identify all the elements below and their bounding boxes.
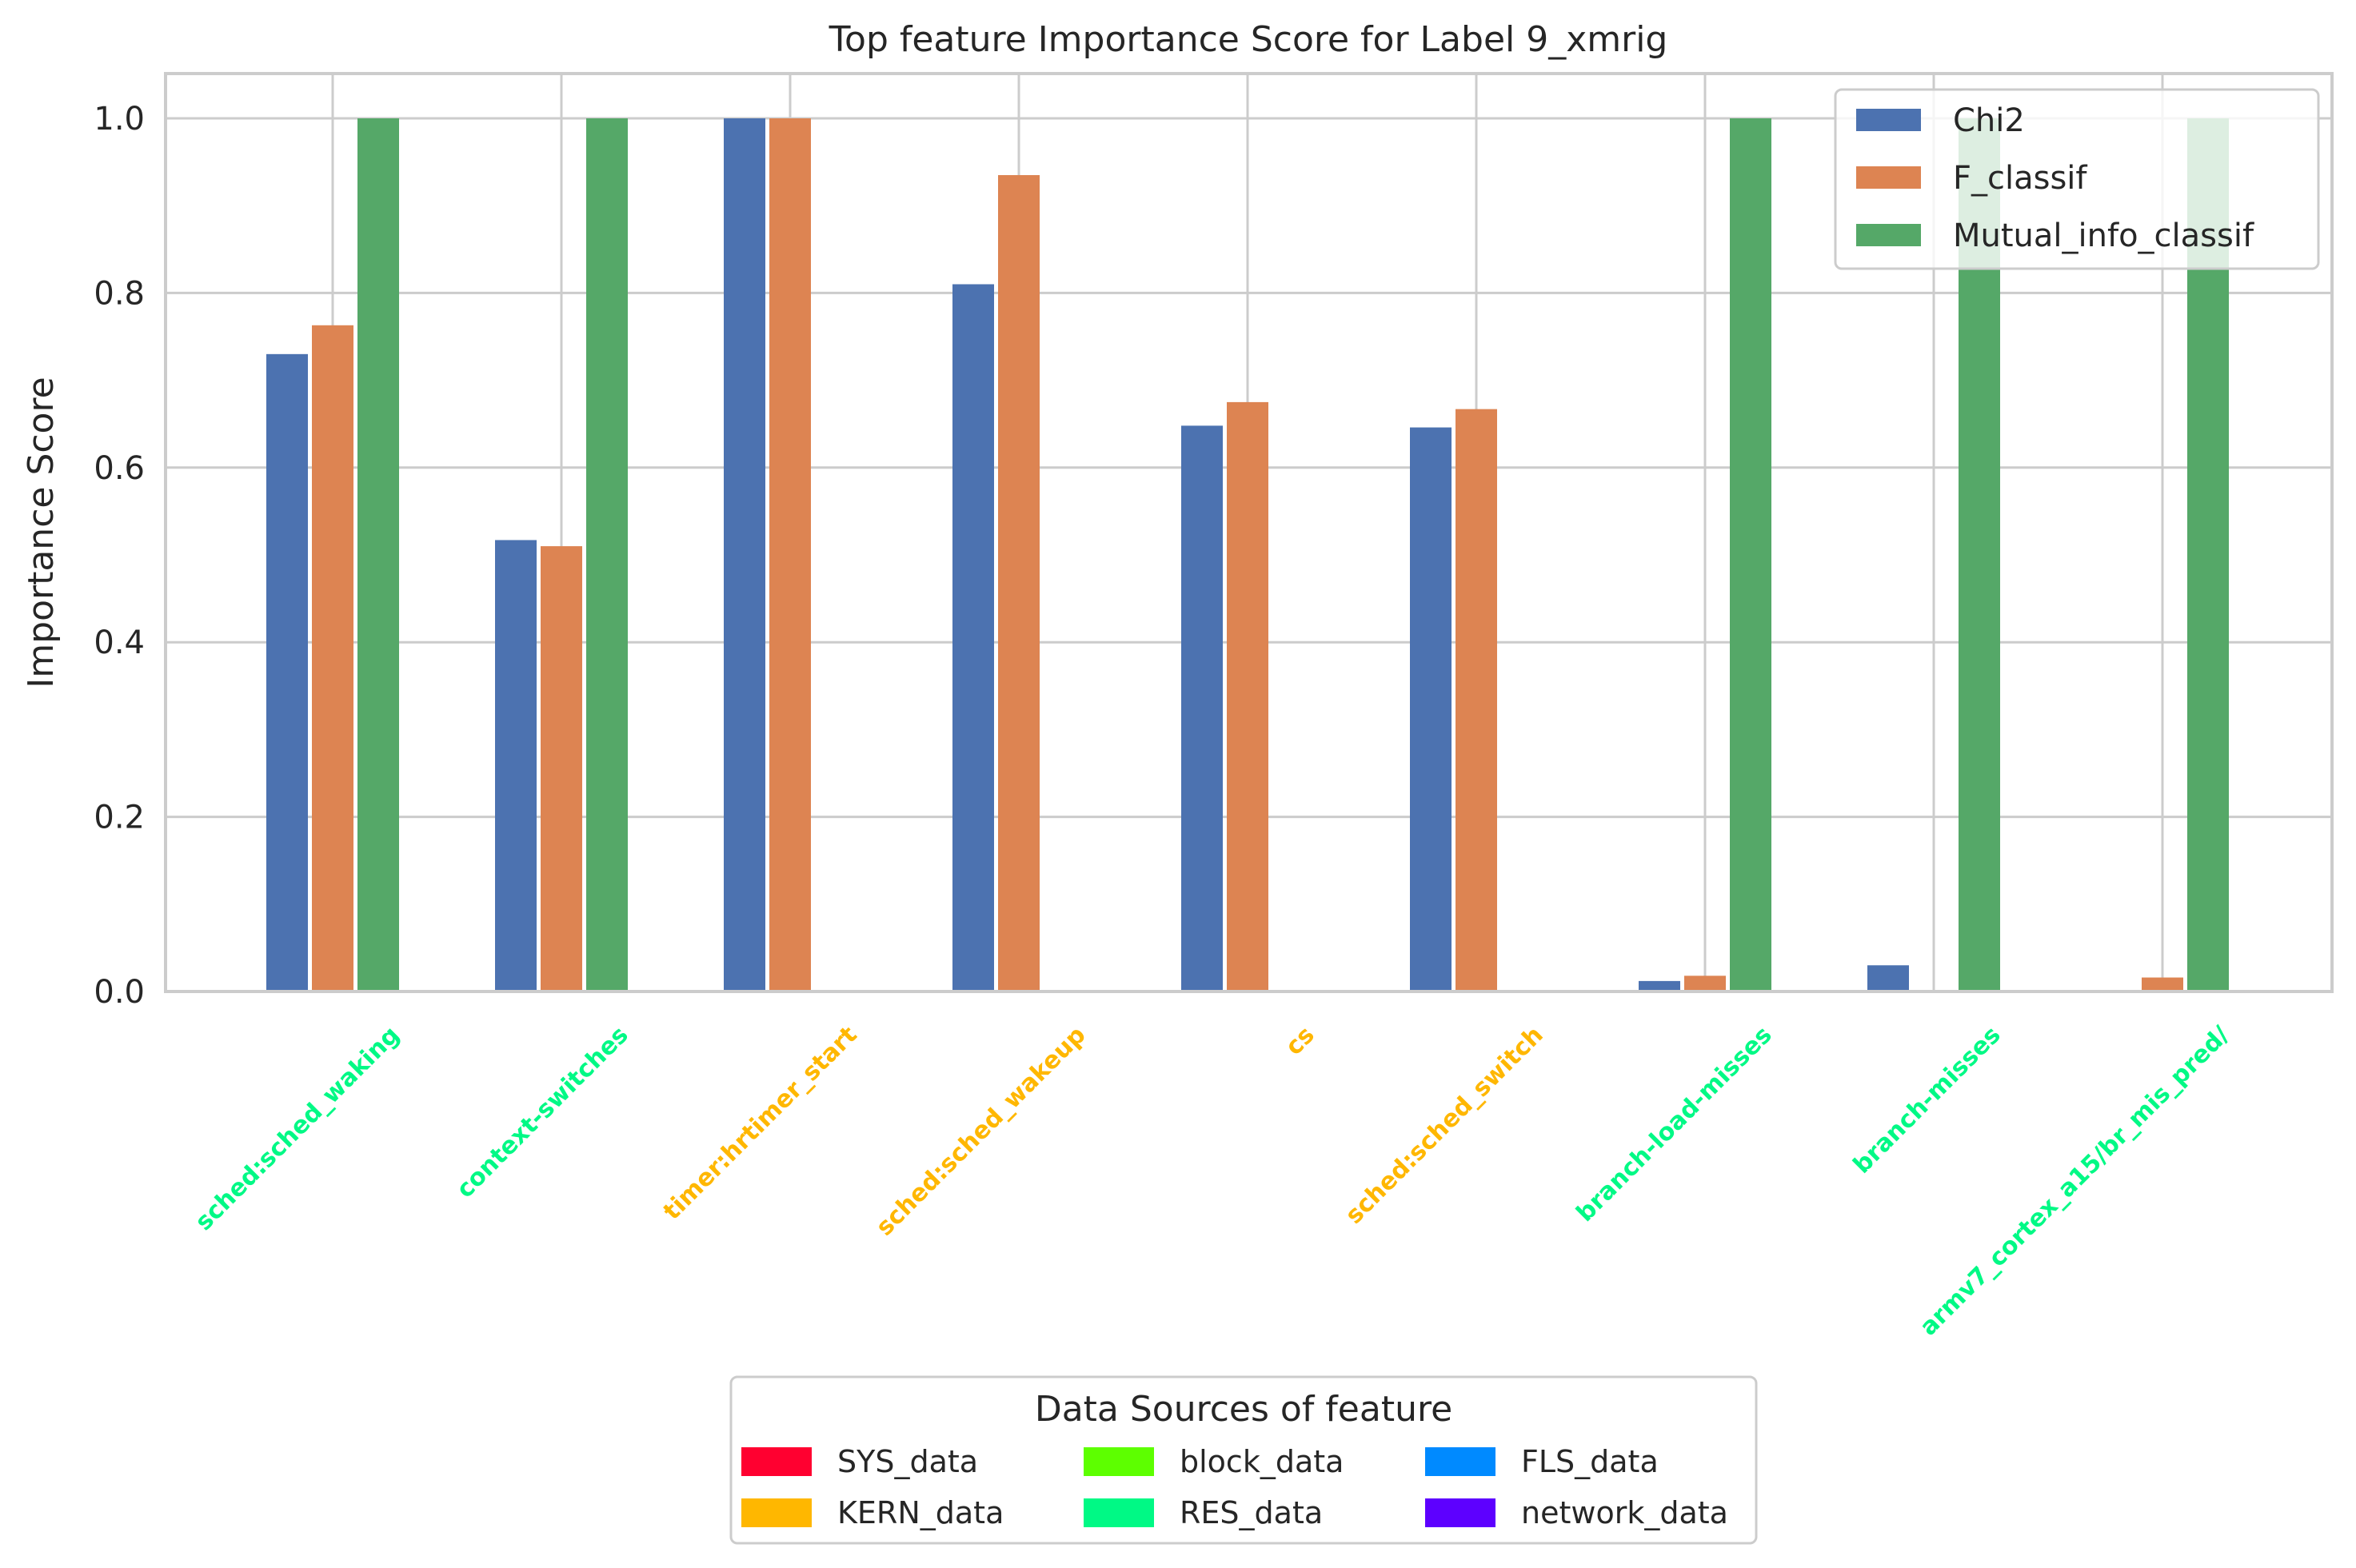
source-label: SYS_data	[837, 1444, 978, 1479]
bar-chi2-2	[724, 118, 765, 991]
bar-chi2-3	[952, 284, 994, 992]
y-tick-label: 0.4	[94, 624, 145, 661]
y-tick-label: 1.0	[94, 101, 145, 138]
source-swatch	[1425, 1447, 1495, 1476]
bar-chi2-7	[1867, 965, 1909, 991]
y-tick-label: 0.0	[94, 974, 145, 1011]
bar-chi2-6	[1639, 980, 1680, 991]
y-tick-label: 0.8	[94, 275, 145, 312]
bar-f-classif-5	[1456, 409, 1497, 991]
series-legend: Chi2 F_classif Mutual_info_classif	[1834, 88, 2320, 270]
bar-f-classif-8	[2142, 977, 2183, 991]
source-swatch	[1084, 1447, 1154, 1476]
bar-f-classif-2	[769, 118, 811, 991]
bar-f-classif-6	[1684, 976, 1726, 991]
legend-label: Mutual_info_classif	[1953, 217, 2254, 254]
legend-label: Chi2	[1953, 102, 2025, 139]
bar-chi2-4	[1181, 425, 1223, 991]
source-label: KERN_data	[837, 1495, 1004, 1530]
bar-f-classif-3	[998, 174, 1040, 992]
legend-frame	[1834, 88, 2320, 270]
bar-f-classif-4	[1227, 401, 1268, 991]
bar-f-classif-1	[541, 546, 582, 991]
bar-chi2-1	[495, 540, 537, 991]
legend-swatch	[1856, 109, 1921, 131]
y-tick-label: 0.6	[94, 450, 145, 487]
source-label: FLS_data	[1521, 1444, 1659, 1479]
y-axis-label: Importance Score	[21, 377, 62, 688]
bar-f-classif-0	[312, 325, 353, 992]
legend-swatch	[1856, 224, 1921, 246]
y-tick-label: 0.2	[94, 800, 145, 836]
source-swatch	[741, 1447, 812, 1476]
source-label: network_data	[1521, 1495, 1728, 1530]
source-legend-title: Data Sources of feature	[1035, 1389, 1452, 1430]
source-swatch	[1084, 1498, 1154, 1527]
data-source-legend: Data Sources of feature SYS_data KERN_data…	[729, 1375, 1758, 1545]
source-label: block_data	[1180, 1444, 1344, 1479]
source-swatch	[741, 1498, 812, 1527]
legend-swatch	[1856, 166, 1921, 189]
source-swatch	[1425, 1498, 1495, 1527]
bar-mutual-info-classif-0	[357, 118, 399, 991]
bar-mutual-info-classif-1	[586, 118, 628, 991]
legend-label: F_classif	[1953, 160, 2087, 197]
bar-chi2-5	[1410, 427, 1452, 991]
chart-title: Top feature Importance Score for Label 9…	[829, 19, 1668, 60]
bar-chi2-0	[266, 353, 308, 992]
source-label: RES_data	[1180, 1495, 1323, 1530]
bar-mutual-info-classif-6	[1730, 118, 1771, 991]
source-legend-frame	[729, 1375, 1758, 1545]
